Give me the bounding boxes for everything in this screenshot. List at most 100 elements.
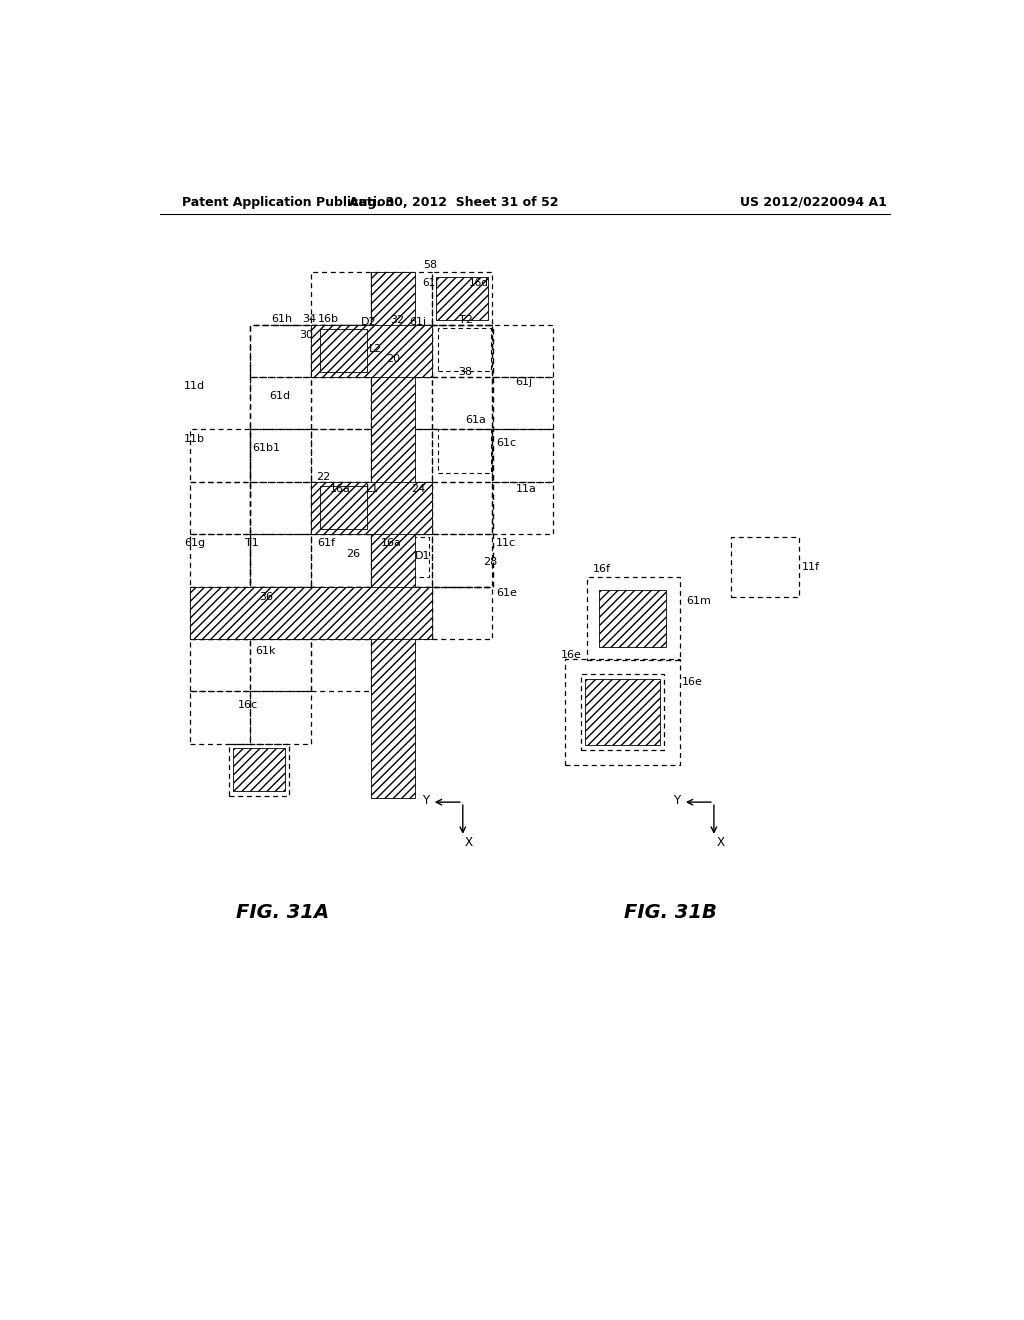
Text: 61j: 61j bbox=[515, 376, 532, 387]
Bar bbox=[251, 378, 311, 429]
Bar bbox=[311, 325, 432, 378]
Bar bbox=[321, 331, 366, 371]
Bar bbox=[372, 272, 432, 325]
Text: 11d: 11d bbox=[183, 381, 205, 391]
Text: 11b: 11b bbox=[183, 434, 205, 444]
Text: 61l: 61l bbox=[423, 279, 438, 288]
Bar bbox=[321, 487, 366, 527]
Bar bbox=[190, 535, 251, 586]
Bar bbox=[372, 482, 432, 535]
Bar bbox=[438, 429, 490, 473]
Bar bbox=[251, 429, 311, 482]
Text: 61e: 61e bbox=[496, 587, 517, 598]
Bar bbox=[311, 325, 372, 378]
Bar bbox=[251, 325, 493, 586]
Bar bbox=[432, 535, 493, 586]
Text: 34: 34 bbox=[302, 314, 316, 323]
Bar bbox=[311, 482, 372, 535]
Bar bbox=[311, 535, 372, 586]
Bar bbox=[432, 429, 493, 482]
Text: 16e: 16e bbox=[560, 649, 582, 660]
Bar bbox=[586, 678, 659, 744]
Bar bbox=[251, 535, 311, 586]
Bar bbox=[432, 378, 493, 429]
Text: FIG. 31A: FIG. 31A bbox=[237, 903, 330, 923]
Text: 16b: 16b bbox=[317, 314, 339, 323]
Text: 61b1: 61b1 bbox=[252, 444, 280, 453]
Bar bbox=[372, 325, 432, 378]
Bar bbox=[251, 325, 311, 378]
Text: L2: L2 bbox=[370, 345, 383, 354]
Text: X: X bbox=[716, 836, 724, 849]
Text: 61d: 61d bbox=[269, 391, 291, 400]
Bar bbox=[190, 586, 251, 639]
Text: 36: 36 bbox=[259, 593, 273, 602]
Text: 22: 22 bbox=[316, 473, 331, 482]
Text: 61k: 61k bbox=[256, 647, 276, 656]
Text: Y: Y bbox=[673, 795, 680, 807]
Bar bbox=[565, 659, 680, 766]
Text: 16a: 16a bbox=[330, 484, 351, 495]
Text: 16a: 16a bbox=[381, 539, 402, 548]
Text: 16d: 16d bbox=[469, 279, 488, 288]
Bar bbox=[372, 378, 432, 429]
Text: X: X bbox=[465, 836, 473, 849]
Bar bbox=[432, 586, 493, 639]
Bar bbox=[587, 577, 680, 660]
Text: 38: 38 bbox=[458, 367, 472, 378]
Text: 11c: 11c bbox=[497, 539, 516, 548]
Bar bbox=[372, 272, 415, 797]
Text: 58: 58 bbox=[423, 260, 437, 269]
Bar bbox=[436, 277, 487, 321]
Text: 61h: 61h bbox=[271, 314, 292, 323]
Text: 32: 32 bbox=[390, 315, 404, 325]
Bar bbox=[581, 675, 665, 750]
Bar bbox=[493, 378, 553, 429]
Bar bbox=[372, 535, 432, 586]
Bar bbox=[438, 327, 490, 371]
Bar bbox=[493, 482, 553, 535]
Bar bbox=[311, 378, 372, 429]
Text: 26: 26 bbox=[346, 549, 359, 560]
Bar bbox=[251, 482, 311, 535]
Text: T2: T2 bbox=[459, 315, 473, 325]
Bar bbox=[388, 537, 429, 577]
Text: D2: D2 bbox=[360, 317, 376, 327]
Text: US 2012/0220094 A1: US 2012/0220094 A1 bbox=[740, 195, 887, 209]
Text: 16e: 16e bbox=[682, 677, 703, 686]
Bar bbox=[493, 325, 553, 378]
Text: 30: 30 bbox=[299, 330, 313, 341]
Bar bbox=[432, 482, 493, 535]
Bar bbox=[251, 586, 311, 639]
Text: L1: L1 bbox=[367, 484, 380, 495]
Bar bbox=[432, 272, 493, 325]
Text: 61c: 61c bbox=[497, 438, 516, 449]
Bar bbox=[731, 537, 799, 598]
Text: 61g: 61g bbox=[183, 539, 205, 548]
Bar bbox=[228, 743, 289, 796]
Bar bbox=[190, 586, 432, 639]
Bar bbox=[321, 486, 367, 529]
Text: 61m: 61m bbox=[686, 597, 711, 606]
Text: 11a: 11a bbox=[515, 484, 537, 495]
Bar bbox=[190, 639, 251, 692]
Bar bbox=[190, 692, 251, 743]
Bar bbox=[190, 482, 251, 535]
Text: 16f: 16f bbox=[593, 564, 611, 574]
Text: 24: 24 bbox=[411, 484, 425, 495]
Bar bbox=[311, 272, 372, 325]
Bar bbox=[311, 586, 372, 639]
Bar bbox=[251, 692, 311, 743]
Bar bbox=[432, 325, 493, 378]
Bar bbox=[321, 330, 367, 372]
Bar bbox=[372, 586, 432, 639]
Bar bbox=[311, 429, 372, 482]
Text: 61a: 61a bbox=[465, 416, 486, 425]
Text: 61i: 61i bbox=[410, 317, 426, 327]
Bar bbox=[372, 429, 432, 482]
Bar bbox=[388, 331, 429, 371]
Bar bbox=[251, 639, 311, 692]
Bar bbox=[391, 327, 427, 358]
Bar bbox=[599, 590, 666, 647]
Text: 61f: 61f bbox=[317, 539, 336, 548]
